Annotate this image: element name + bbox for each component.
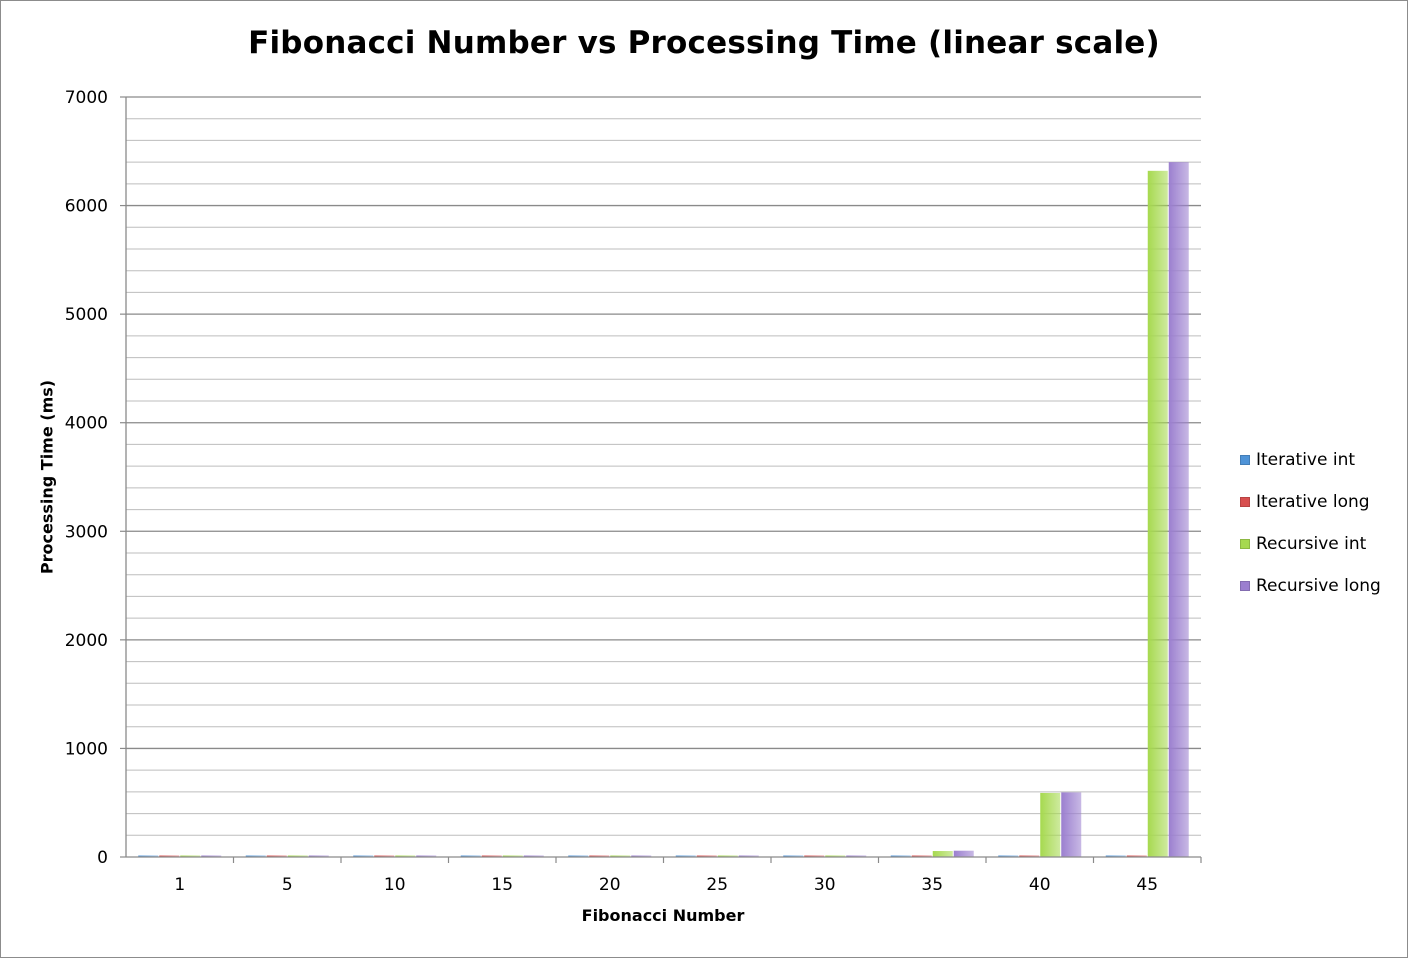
bar-recursive-int-20 <box>610 855 631 857</box>
bar-recursive-int-40 <box>1040 792 1061 857</box>
bar-recursive-int-1 <box>180 855 201 857</box>
y-tick-label: 5000 <box>65 305 108 325</box>
bar-iterative-int-40 <box>998 855 1019 857</box>
bar-iterative-long-20 <box>589 855 610 857</box>
bar-recursive-long-15 <box>523 855 544 857</box>
legend-swatch <box>1240 455 1250 465</box>
bar-iterative-long-45 <box>1126 855 1147 857</box>
legend-item-iterative-int: Iterative int <box>1240 439 1381 481</box>
y-tick-label: 2000 <box>65 631 108 651</box>
gridlines <box>126 96 1201 836</box>
x-tick-label: 40 <box>1029 875 1051 895</box>
bar-iterative-int-20 <box>568 855 589 857</box>
x-tick-label: 25 <box>706 875 728 895</box>
x-tick-label: 10 <box>384 875 406 895</box>
bar-recursive-long-10 <box>416 855 437 857</box>
bar-recursive-int-30 <box>825 855 846 857</box>
legend-label: Iterative long <box>1256 492 1370 512</box>
bar-iterative-long-15 <box>481 855 502 857</box>
bar-iterative-int-35 <box>890 855 911 857</box>
bar-recursive-long-20 <box>631 855 652 857</box>
bar-iterative-int-10 <box>353 855 374 857</box>
x-tick-label: 5 <box>282 875 293 895</box>
legend-item-recursive-int: Recursive int <box>1240 523 1381 565</box>
bar-iterative-long-25 <box>696 855 717 857</box>
legend-swatch <box>1240 539 1250 549</box>
x-tick-label: 35 <box>921 875 943 895</box>
y-tick-label: 1000 <box>65 739 108 759</box>
bar-iterative-long-30 <box>804 855 825 857</box>
y-tick-label: 7000 <box>65 88 108 108</box>
x-tick-label: 15 <box>491 875 513 895</box>
x-tick-label: 20 <box>599 875 621 895</box>
bar-iterative-int-25 <box>675 855 696 857</box>
bars <box>138 162 1189 858</box>
x-tick-label: 45 <box>1136 875 1158 895</box>
bar-recursive-long-5 <box>308 855 329 857</box>
y-tick-label: 0 <box>97 848 108 868</box>
bar-recursive-long-25 <box>738 855 759 857</box>
bar-iterative-int-15 <box>460 855 481 857</box>
bar-iterative-long-1 <box>159 855 180 857</box>
bar-recursive-int-25 <box>717 855 738 857</box>
y-tick-label: 6000 <box>65 197 108 217</box>
bar-recursive-long-45 <box>1168 162 1189 858</box>
bar-recursive-long-30 <box>846 855 867 857</box>
legend-label: Recursive int <box>1256 534 1367 554</box>
bar-iterative-int-5 <box>245 855 266 857</box>
y-tick-label: 4000 <box>65 414 108 434</box>
legend-label: Recursive long <box>1256 576 1381 596</box>
legend-item-recursive-long: Recursive long <box>1240 565 1381 607</box>
bar-recursive-long-35 <box>953 850 974 857</box>
legend-label: Iterative int <box>1256 450 1356 470</box>
bar-iterative-long-40 <box>1019 855 1040 857</box>
bar-recursive-int-35 <box>932 851 953 857</box>
x-tick-label: 1 <box>174 875 185 895</box>
bar-iterative-long-5 <box>266 855 287 857</box>
bar-iterative-long-35 <box>911 855 932 857</box>
y-tick-label: 3000 <box>65 522 108 542</box>
bar-recursive-int-10 <box>395 855 416 857</box>
bar-recursive-long-40 <box>1061 792 1082 857</box>
legend-swatch <box>1240 581 1250 591</box>
bar-iterative-long-10 <box>374 855 395 857</box>
legend: Iterative int Iterative long Recursive int… <box>1240 439 1381 607</box>
chart-title: Fibonacci Number vs Processing Time (lin… <box>248 25 1160 61</box>
legend-item-iterative-long: Iterative long <box>1240 481 1381 523</box>
bar-iterative-int-1 <box>138 855 159 857</box>
bar-recursive-long-1 <box>201 855 222 857</box>
bar-iterative-int-30 <box>783 855 804 857</box>
bar-recursive-int-15 <box>502 855 523 857</box>
bar-recursive-int-45 <box>1147 170 1168 858</box>
bar-iterative-int-45 <box>1105 855 1126 857</box>
x-tick-label: 30 <box>814 875 836 895</box>
legend-swatch <box>1240 497 1250 507</box>
x-axis-label: Fibonacci Number <box>581 906 745 925</box>
bar-recursive-int-5 <box>287 855 308 857</box>
